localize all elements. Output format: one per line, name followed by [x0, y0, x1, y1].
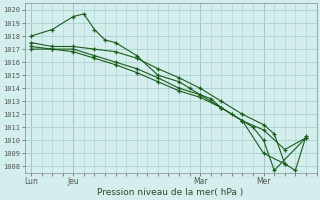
X-axis label: Pression niveau de la mer( hPa ): Pression niveau de la mer( hPa )	[98, 188, 244, 197]
